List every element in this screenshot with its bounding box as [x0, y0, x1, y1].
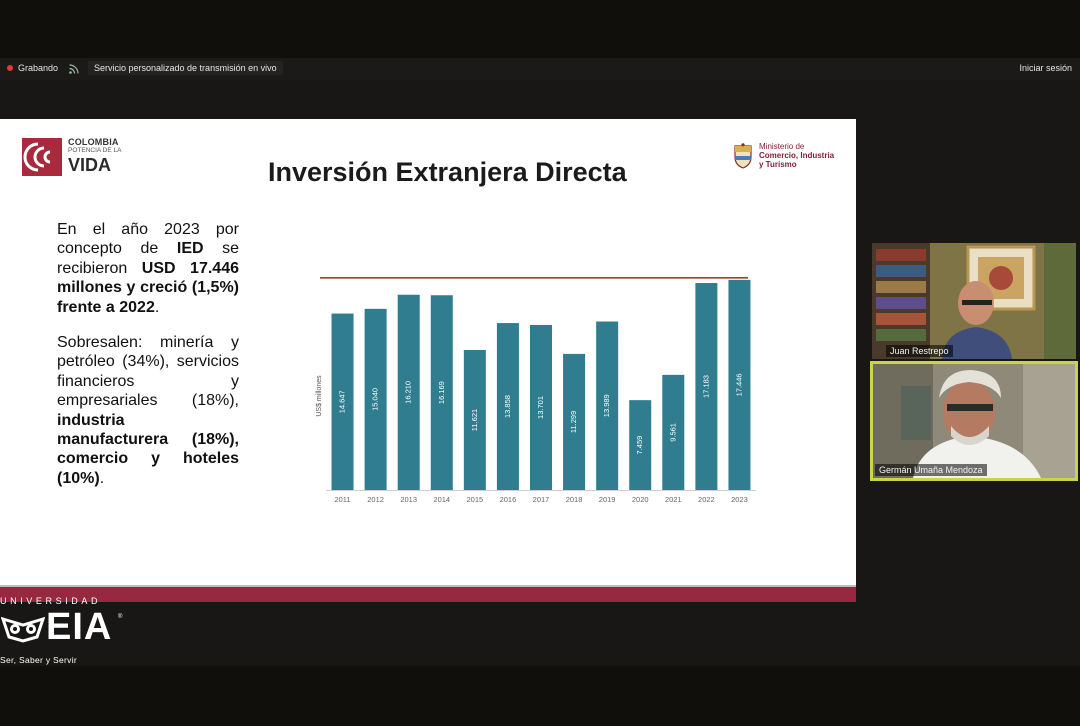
text-run: Sobresalen: minería y petróleo (34%), se…	[57, 334, 239, 410]
ministry-line-3: y Turismo	[759, 159, 797, 169]
ministry-line-2: Comercio, Industria	[759, 150, 835, 160]
logo-line-2: POTENCIA DE LA	[68, 147, 122, 154]
eia-wordmark: EIA	[46, 606, 113, 648]
x-tick-label: 2020	[632, 495, 649, 504]
bar-2016	[496, 323, 519, 490]
bar-value-label: 17.183	[701, 375, 710, 398]
participant-name-german: Germán Umaña Mendoza	[875, 464, 987, 476]
bar-2019	[596, 321, 619, 490]
participant-video-juan	[872, 243, 1076, 359]
text-run-bold: industria manufacturera (18%), comercio …	[57, 411, 239, 487]
paragraph-sectors: Sobresalen: minería y petróleo (34%), se…	[57, 333, 239, 488]
bar-value-label: 11.621	[470, 409, 479, 431]
participant-video-german	[873, 364, 1075, 478]
bar-value-label: 13.989	[602, 394, 611, 417]
eia-owl-icon	[1, 616, 45, 643]
x-tick-label: 2015	[467, 495, 484, 504]
x-tick-label: 2016	[500, 495, 517, 504]
coat-of-arms-icon	[734, 143, 752, 169]
bar-value-label: 11.299	[569, 411, 578, 433]
x-tick-label: 2019	[599, 495, 616, 504]
participant-tile-german[interactable]: Germán Umaña Mendoza	[870, 361, 1078, 481]
x-tick-label: 2021	[665, 495, 682, 504]
bar-value-label: 16.210	[404, 381, 413, 404]
x-tick-label: 2022	[698, 495, 715, 504]
text-run-bold: IED	[176, 240, 204, 258]
live-stream-button[interactable]: Servicio personalizado de transmisión en…	[88, 61, 283, 75]
sign-in-link[interactable]: Iniciar sesión	[1019, 63, 1072, 73]
text-run: se recibieron	[57, 240, 240, 277]
bar-2012	[364, 308, 387, 490]
top-letterbox	[0, 0, 1080, 58]
text-run-bold: USD 17.446 millones y creció (1,5%) fren…	[57, 259, 239, 316]
ministry-logo: Ministerio de Comercio, Industria y Turi…	[732, 142, 842, 173]
meeting-toolbar: Grabando Servicio personalizado de trans…	[0, 58, 1080, 80]
x-tick-label: 2013	[400, 495, 417, 504]
x-tick-label: 2017	[533, 495, 550, 504]
bar-value-label: 15.040	[371, 388, 380, 411]
slide-body-text: En el año 2023 por concepto de IED se re…	[57, 220, 239, 504]
paragraph-investment: En el año 2023 por concepto de IED se re…	[57, 220, 239, 317]
bar-value-label: 17.446	[734, 373, 743, 396]
registered-mark: ®	[118, 614, 123, 620]
colombia-logo: COLOMBIA POTENCIA DE LA VIDA	[22, 137, 132, 179]
ministry-line-1: Ministerio de	[759, 142, 805, 151]
bar-2017	[530, 324, 552, 490]
bar-2018	[563, 353, 586, 490]
x-tick-label: 2018	[566, 495, 583, 504]
colombia-logo-icon	[22, 138, 62, 176]
text-run: En el año 2023 por concepto de	[57, 221, 239, 258]
slide-footer-bar	[0, 587, 856, 602]
text-run: .	[99, 469, 105, 487]
logo-line-1: COLOMBIA	[68, 137, 119, 147]
slide-footer-line	[0, 585, 856, 587]
y-axis-label: US$ millones	[316, 375, 323, 417]
slide-title: Inversión Extranjera Directa	[268, 157, 627, 187]
logo-line-3: VIDA	[68, 154, 112, 175]
eia-watermark: UNIVERSIDAD EIA ® Ser, Saber y Servir	[0, 596, 130, 668]
bar-value-label: 13.701	[536, 396, 545, 419]
recording-icon	[7, 65, 13, 71]
eia-university-label: UNIVERSIDAD	[0, 596, 102, 606]
participant-name-juan: Juan Restrepo	[886, 345, 953, 357]
bar-2021	[662, 374, 685, 490]
shared-slide: COLOMBIA POTENCIA DE LA VIDA Ministerio …	[0, 119, 856, 602]
broadcast-icon[interactable]	[68, 63, 80, 75]
fdi-bar-chart: US$ millones 14.647 2011 15.040 2012 16.210 20…	[316, 277, 756, 504]
bottom-letterbox	[0, 666, 1080, 726]
x-tick-label: 2023	[731, 495, 748, 504]
bar-2020	[629, 400, 652, 490]
text-run: .	[154, 298, 160, 316]
recording-label: Grabando	[18, 63, 59, 73]
bar-2023	[728, 279, 751, 490]
bar-2013	[397, 294, 420, 490]
bar-2022	[695, 283, 718, 490]
bar-value-label: 14.647	[338, 390, 347, 413]
x-tick-label: 2012	[367, 495, 384, 504]
participant-tile-juan[interactable]: Juan Restrepo	[872, 243, 1076, 359]
x-tick-label: 2011	[334, 495, 350, 504]
bar-value-label: 13.858	[503, 395, 512, 418]
x-tick-label: 2014	[433, 495, 450, 504]
bar-value-label: 9.561	[668, 423, 677, 442]
bar-2014	[430, 295, 453, 490]
bar-2015	[463, 350, 486, 490]
eia-motto: Ser, Saber y Servir	[0, 655, 78, 665]
bar-2011	[331, 313, 354, 490]
bar-value-label: 16.169	[437, 381, 446, 404]
bar-value-label: 7.459	[635, 436, 644, 455]
